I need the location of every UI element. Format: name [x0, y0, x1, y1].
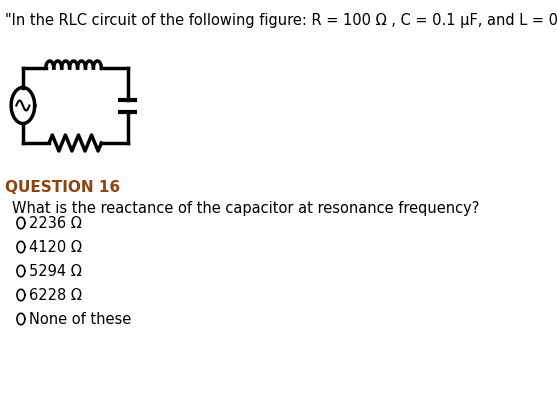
Text: What is the reactance of the capacitor at resonance frequency?: What is the reactance of the capacitor a…	[12, 201, 479, 216]
Text: "In the RLC circuit of the following figure: R = 100 Ω , C = 0.1 μF, and L = 0.5: "In the RLC circuit of the following fig…	[5, 13, 557, 28]
Text: 6228 Ω: 6228 Ω	[29, 287, 82, 302]
Text: 4120 Ω: 4120 Ω	[29, 240, 82, 254]
Text: QUESTION 16: QUESTION 16	[5, 180, 120, 195]
Text: None of these: None of these	[29, 312, 131, 326]
Text: 2236 Ω: 2236 Ω	[29, 215, 81, 230]
Text: 5294 Ω: 5294 Ω	[29, 263, 81, 279]
